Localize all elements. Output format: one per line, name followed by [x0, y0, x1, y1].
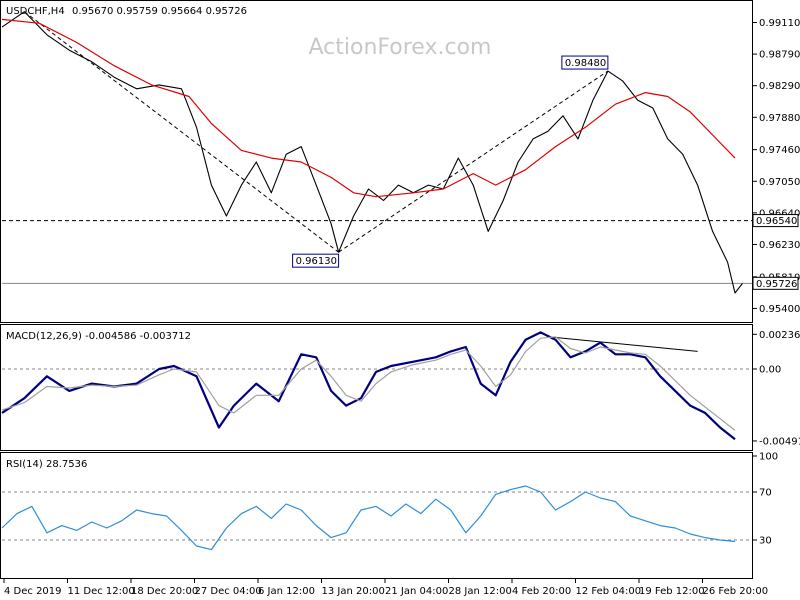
price-ytick-label: 0.98290 — [759, 81, 800, 92]
price-ytick-label: 0.96640 — [759, 208, 800, 219]
price-trendline — [338, 70, 609, 253]
price-level-box — [752, 214, 799, 228]
macd-ytick-label: 0.002369 — [759, 330, 800, 341]
price-ytick-label: 0.97460 — [759, 145, 800, 156]
macd-series-macd — [1, 331, 736, 441]
price-level-box — [752, 276, 799, 290]
price-annotation-label: 0.98480 — [565, 58, 606, 69]
x-tick-label: 13 Jan 20:00 — [322, 586, 385, 597]
rsi-ytick-label: 30 — [759, 536, 772, 547]
price-annotation-box — [561, 55, 609, 70]
x-tick-label: 26 Feb 20:00 — [703, 586, 769, 597]
price-annotation-box — [292, 253, 340, 268]
price-ytick-label: 0.97880 — [759, 113, 800, 124]
price-ohlc: 0.95670 0.95759 0.95664 0.95726 — [72, 6, 247, 17]
price-ytick-label: 0.96230 — [759, 240, 800, 251]
rsi-plot-area — [1, 485, 750, 551]
price-ytick-label: 0.98790 — [759, 50, 800, 61]
x-tick-label: 6 Jan 12:00 — [258, 586, 315, 597]
watermark: ActionForex.com — [309, 35, 492, 60]
price-series-moving-average — [1, 18, 736, 198]
rsi-series-rsi — [1, 485, 736, 551]
price-ytick-label: 0.99110 — [759, 18, 800, 29]
macd-panel: MACD(12,26,9) -0.004586 -0.003712 0.0023… — [0, 324, 800, 451]
rsi-y-axis: 100 70 30 — [752, 452, 778, 547]
price-title: USDCHF,H4 — [6, 6, 65, 17]
macd-trendline — [547, 336, 698, 352]
macd-ytick-label: 0.00 — [759, 364, 781, 375]
price-plot-area: 0.96130 0.98480 — [1, 11, 752, 294]
x-tick-label: 21 Jan 04:00 — [385, 586, 448, 597]
x-tick-label: 4 Feb 20:00 — [512, 586, 571, 597]
rsi-title: RSI(14) 28.7536 — [6, 459, 87, 470]
macd-ytick-label: -0.004918 — [759, 436, 800, 447]
x-tick-label: 28 Jan 12:00 — [449, 586, 512, 597]
macd-plot-area — [1, 331, 750, 441]
price-ytick-label: 0.95400 — [759, 304, 800, 315]
x-tick-label: 11 Dec 12:00 — [68, 586, 135, 597]
macd-y-axis: 0.002369 0.00 -0.004918 — [752, 330, 800, 447]
x-tick-label: 12 Feb 04:00 — [576, 586, 642, 597]
price-ytick-label: 0.97050 — [759, 177, 800, 188]
price-level-label: 0.95726 — [756, 279, 797, 290]
x-tick-label: 4 Dec 2019 — [4, 586, 62, 597]
x-tick-label: 18 Dec 20:00 — [131, 586, 198, 597]
x-tick-label: 19 Feb 12:00 — [639, 586, 705, 597]
macd-title: MACD(12,26,9) -0.004586 -0.003712 — [6, 331, 191, 342]
rsi-panel: RSI(14) 28.7536 100 70 30 — [0, 452, 778, 579]
rsi-ytick-label: 70 — [759, 488, 772, 499]
price-annotation-label: 0.96130 — [296, 256, 337, 267]
macd-series-signal — [1, 336, 736, 431]
x-tick-label: 27 Dec 04:00 — [195, 586, 262, 597]
price-level-label: 0.96540 — [756, 216, 797, 227]
price-trendline — [24, 11, 339, 253]
price-series-price — [1, 11, 743, 294]
price-panel: ActionForex.com USDCHF,H4 0.95670 0.9575… — [0, 0, 800, 323]
price-y-axis: 0.99110 0.98790 0.98290 0.97880 0.97460 0.970… — [752, 18, 800, 315]
rsi-ytick-label: 100 — [759, 452, 778, 463]
